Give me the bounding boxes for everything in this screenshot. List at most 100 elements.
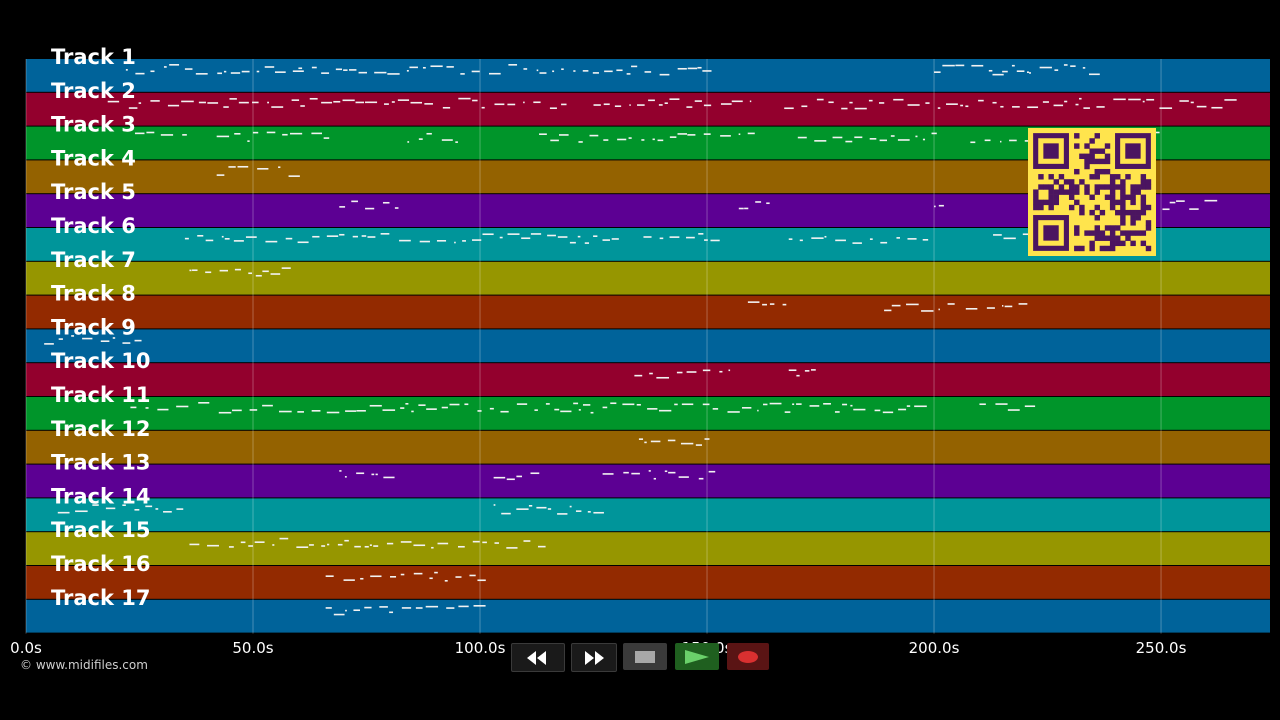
note-event: [749, 100, 752, 103]
note-event: [664, 470, 668, 473]
note-event: [938, 204, 944, 207]
note-event: [446, 607, 455, 609]
note-event: [1113, 98, 1126, 101]
note-event: [434, 571, 438, 574]
track-lane: [26, 498, 1270, 532]
qr-module: [1099, 184, 1106, 190]
note-event: [176, 405, 189, 408]
note-event: [389, 611, 394, 614]
note-event: [122, 504, 126, 507]
qr-module: [1033, 194, 1039, 200]
note-event: [668, 471, 676, 474]
note-event: [267, 101, 270, 104]
note-event: [169, 64, 180, 66]
qr-module: [1074, 245, 1080, 252]
note-event: [100, 340, 110, 343]
record-button[interactable]: [727, 643, 769, 670]
note-event: [784, 107, 794, 110]
track-labels: Track 1 Track 2 Track 3 Track 4 Track 5 Track…: [51, 45, 151, 610]
note-event: [245, 236, 257, 238]
note-event: [128, 107, 138, 109]
note-event: [352, 235, 358, 238]
qr-module: [1115, 225, 1121, 231]
note-event: [375, 473, 378, 476]
note-event: [256, 70, 260, 73]
note-event: [823, 403, 831, 405]
transport-controls: [511, 643, 769, 672]
qr-module: [1099, 245, 1106, 252]
note-event: [262, 404, 273, 407]
time-tick-label: 200.0s: [909, 639, 960, 657]
rewind-button[interactable]: [511, 643, 565, 672]
note-event: [637, 104, 645, 106]
note-event: [811, 237, 824, 239]
note-event: [828, 101, 834, 104]
note-event: [741, 407, 752, 409]
note-event: [664, 102, 668, 104]
note-event: [797, 136, 807, 139]
note-event: [811, 369, 816, 371]
note-event: [282, 133, 288, 136]
qr-module: [1048, 174, 1054, 180]
qr-module: [1109, 189, 1116, 195]
note-event: [842, 403, 848, 406]
note-event: [441, 139, 453, 141]
qr-module: [1140, 230, 1147, 236]
note-event: [477, 410, 482, 412]
note-event: [669, 136, 677, 138]
note-event: [728, 369, 731, 372]
note-event: [323, 137, 330, 139]
note-event: [367, 236, 376, 238]
play-icon: [685, 649, 709, 664]
note-event: [321, 545, 326, 547]
note-event: [521, 237, 531, 240]
time-tick-label: 100.0s: [455, 639, 506, 657]
note-event: [311, 66, 317, 69]
qr-module: [1084, 189, 1090, 195]
play-button[interactable]: [675, 643, 719, 670]
note-event: [880, 241, 888, 244]
note-event: [677, 67, 687, 70]
qr-finder-core: [1125, 143, 1141, 159]
note-event: [57, 511, 70, 514]
note-event: [163, 511, 172, 513]
note-event: [906, 303, 919, 306]
stop-button[interactable]: [623, 643, 667, 670]
fast-forward-button[interactable]: [571, 643, 617, 672]
qr-module: [1033, 204, 1039, 211]
track-label: Track 1: [51, 45, 136, 69]
note-event: [744, 207, 749, 210]
note-event: [92, 504, 99, 506]
note-event: [135, 72, 145, 75]
note-event: [995, 403, 1008, 405]
qr-module: [1130, 240, 1136, 247]
note-event: [652, 138, 655, 141]
note-event: [788, 238, 793, 240]
note-event: [680, 442, 694, 445]
note-event: [327, 543, 330, 546]
qr-module: [1135, 209, 1141, 216]
note-event: [687, 67, 698, 70]
note-event: [288, 175, 300, 177]
note-event: [472, 239, 482, 241]
qr-module: [1130, 194, 1136, 200]
note-event: [198, 402, 210, 404]
note-event: [1211, 106, 1223, 109]
qr-module: [1104, 153, 1111, 160]
qr-module: [1125, 174, 1131, 180]
qr-module: [1038, 199, 1044, 206]
note-event: [614, 105, 622, 108]
note-event: [112, 337, 116, 339]
note-event: [254, 541, 265, 543]
note-event: [1024, 405, 1036, 408]
note-event: [501, 512, 511, 515]
note-event: [557, 236, 568, 238]
note-event: [407, 141, 410, 143]
note-event: [431, 546, 434, 549]
qr-module: [1135, 230, 1141, 236]
note-event: [577, 235, 581, 238]
qr-module: [1109, 179, 1116, 185]
note-event: [1004, 305, 1013, 308]
note-event: [560, 410, 572, 413]
note-event: [631, 65, 638, 68]
